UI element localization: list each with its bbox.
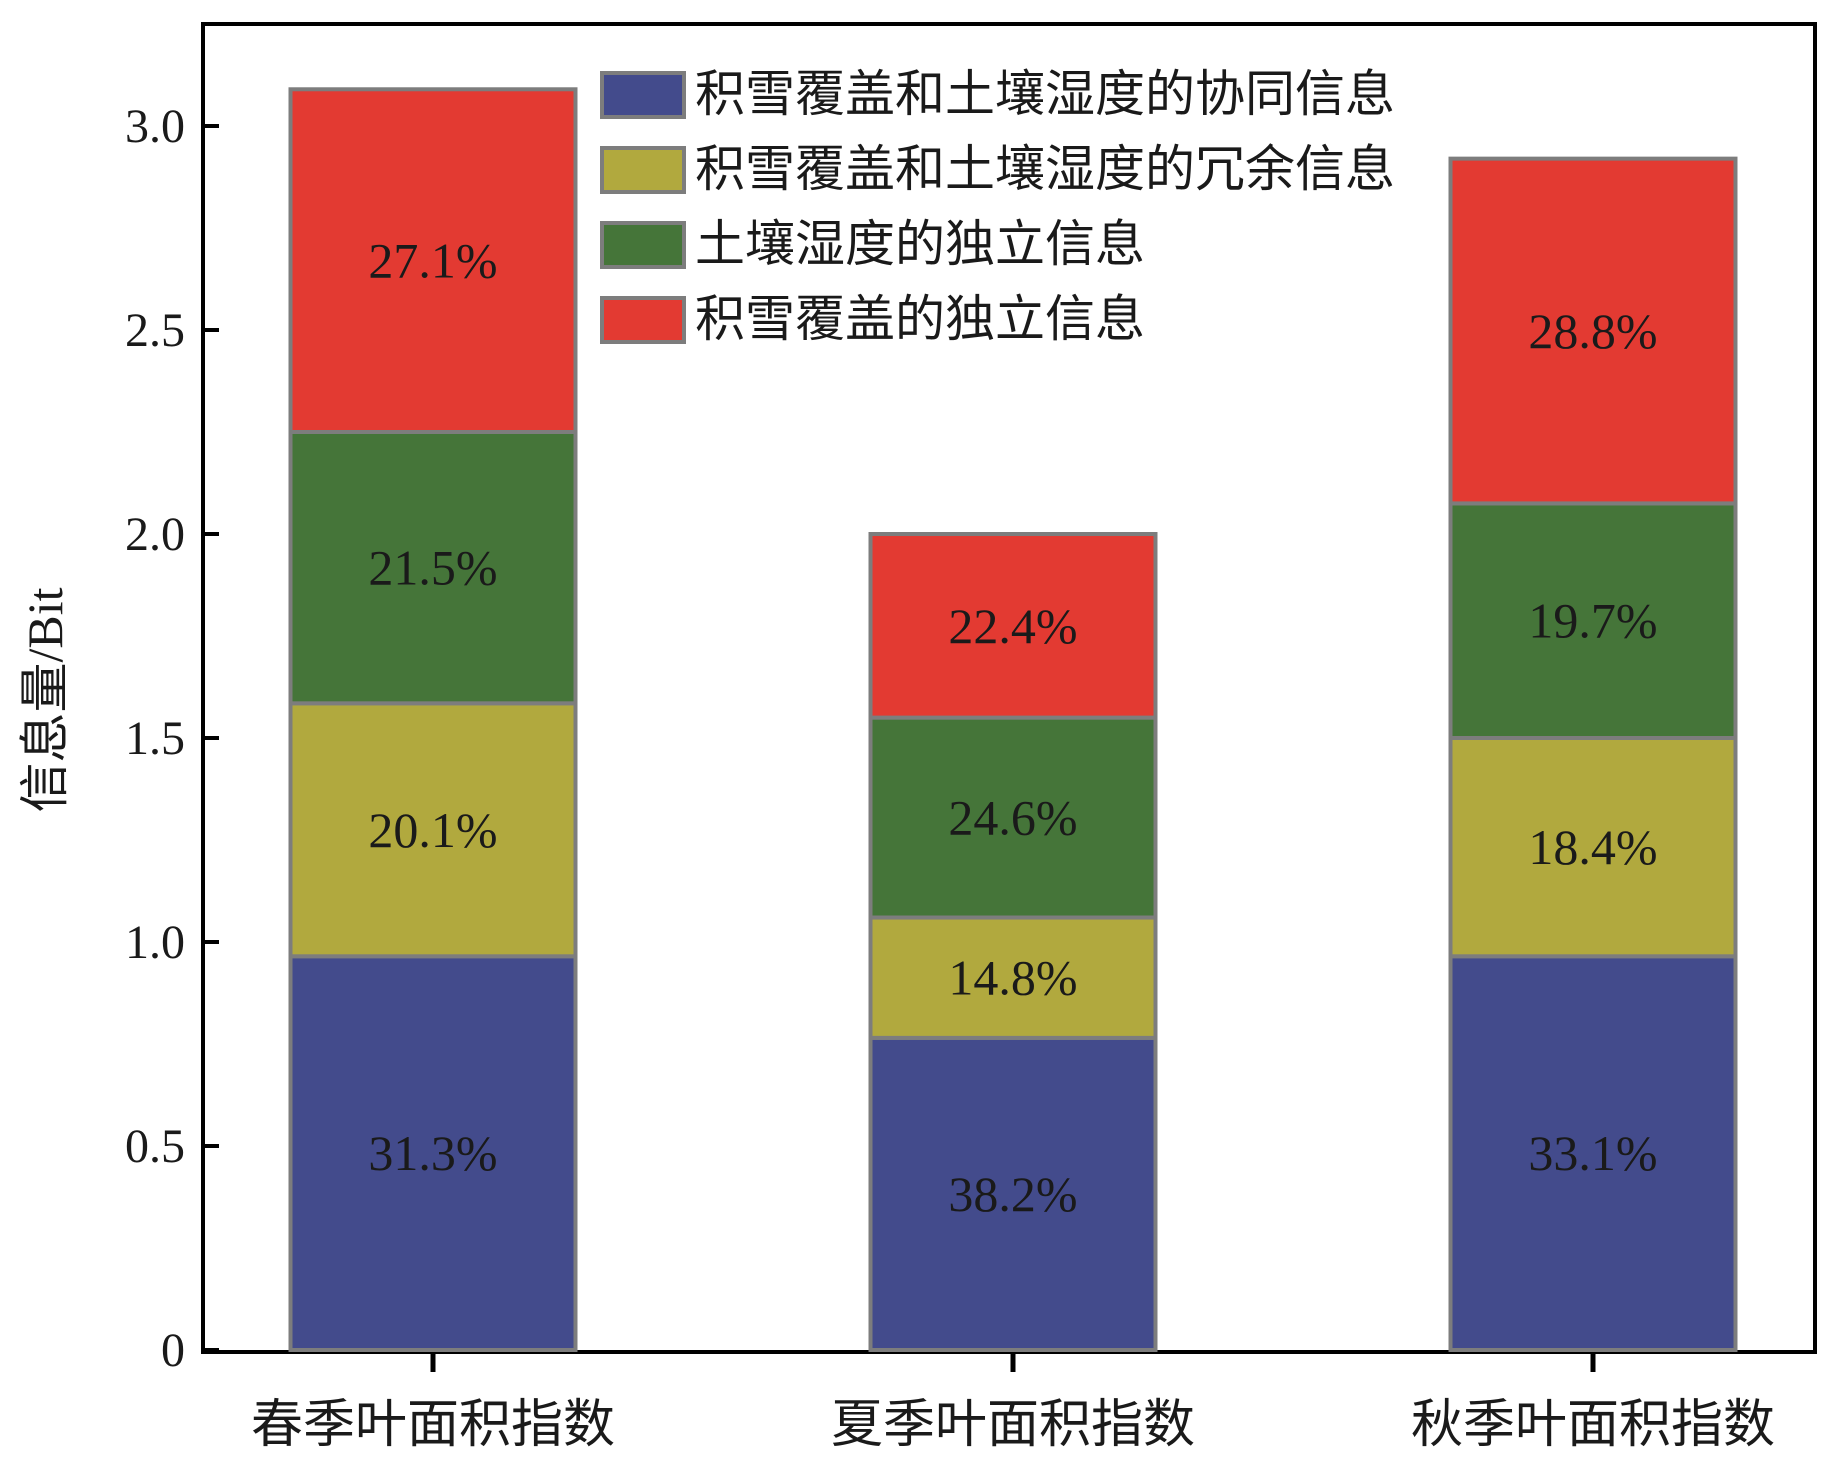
- bar-segment-label: 33.1%: [1528, 1125, 1657, 1181]
- bar-segment: [1448, 954, 1738, 1353]
- bar-segment-label: 24.6%: [948, 790, 1077, 846]
- y-tick-label: 0: [161, 1324, 185, 1377]
- bar-segment-label: 22.4%: [948, 598, 1077, 654]
- y-tick-label: 0.5: [125, 1120, 185, 1173]
- legend: 积雪覆盖和土壤湿度的协同信息积雪覆盖和土壤湿度的冗余信息土壤湿度的独立信息积雪覆…: [600, 66, 1395, 347]
- bar-segment-label: 28.8%: [1528, 303, 1657, 359]
- y-axis: 0 0.5 1.0 1.5 2.0 2.5 3.0: [125, 100, 219, 1377]
- y-tick-label: 1.0: [125, 916, 185, 969]
- y-tick-label: 3.0: [125, 100, 185, 153]
- bar-segment-label: 19.7%: [1528, 593, 1657, 649]
- bar-stack-group: 31.3% 20.1% 21.5% 27.1% 38.2% 14.8% 24.6% 22.4%…: [288, 87, 1738, 1353]
- x-category-label: 夏季叶面积指数: [831, 1397, 1195, 1454]
- bar-segment-label: 14.8%: [948, 950, 1077, 1006]
- bar-segment: [1448, 736, 1738, 959]
- bar-segment: [288, 701, 578, 959]
- legend-label: 土壤湿度的独立信息: [695, 216, 1145, 272]
- y-tick-label: 1.5: [125, 712, 185, 765]
- legend-label: 积雪覆盖和土壤湿度的协同信息: [695, 66, 1395, 122]
- bar-segment: [1448, 501, 1738, 740]
- bar-segment: [868, 1035, 1158, 1352]
- bar-segment: [1448, 156, 1738, 506]
- y-tick-label: 2.5: [125, 304, 185, 357]
- legend-swatch: [600, 71, 686, 119]
- bar-segment-label: 21.5%: [368, 540, 497, 596]
- x-category-label: 春季叶面积指数: [251, 1397, 615, 1454]
- legend-swatch: [600, 221, 686, 269]
- legend-label: 积雪覆盖的独立信息: [695, 291, 1145, 347]
- bar-segment-label: 31.3%: [368, 1125, 497, 1181]
- plot-frame: [201, 22, 1817, 1354]
- bar-segment: [868, 715, 1158, 920]
- y-tick-label: 2.0: [125, 508, 185, 561]
- x-category-label: 秋季叶面积指数: [1411, 1397, 1775, 1454]
- bar-segment: [288, 87, 578, 434]
- bar-segment: [868, 532, 1158, 720]
- bar-segment-label: 18.4%: [1528, 819, 1657, 875]
- bar-segment-label: 38.2%: [948, 1166, 1077, 1222]
- legend-swatch: [600, 296, 686, 344]
- bar-segment-label: 27.1%: [368, 233, 497, 289]
- legend-swatch: [600, 146, 686, 194]
- bar-segment-label: 20.1%: [368, 802, 497, 858]
- legend-label: 积雪覆盖和土壤湿度的冗余信息: [695, 141, 1395, 197]
- y-axis-title: 信息量/Bit: [17, 587, 73, 812]
- x-axis: 春季叶面积指数 夏季叶面积指数 秋季叶面积指数: [251, 1352, 1775, 1454]
- bar-segment: [868, 915, 1158, 1040]
